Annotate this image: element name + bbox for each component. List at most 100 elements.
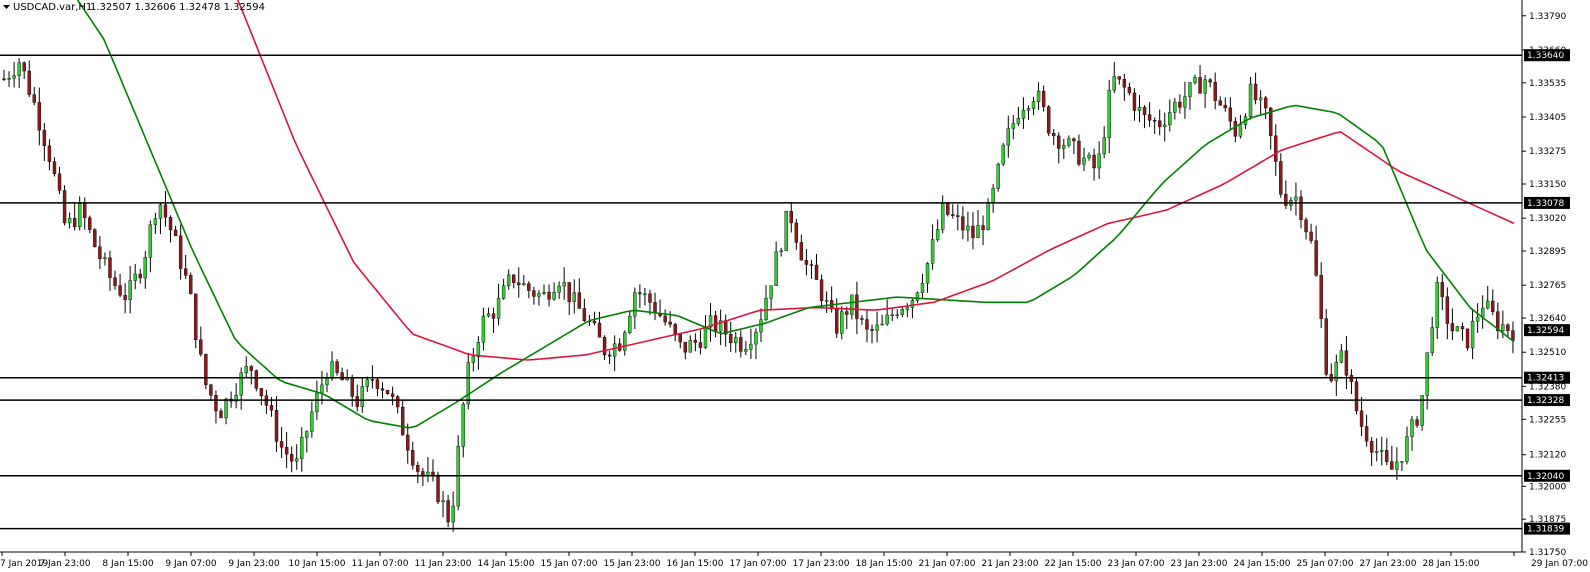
bull-candle	[1067, 138, 1071, 146]
bull-candle	[1021, 109, 1026, 119]
bear-candle	[592, 320, 597, 324]
level-label-box	[1524, 522, 1570, 535]
bull-candle	[875, 324, 879, 331]
bear-candle	[1041, 90, 1046, 108]
bear-candle	[406, 434, 410, 451]
bear-candle	[411, 450, 415, 466]
bear-candle	[380, 388, 385, 391]
bear-candle	[436, 474, 440, 503]
bull-candle	[1425, 352, 1429, 396]
bull-candle	[315, 392, 319, 413]
price-tick-label: 1.32255	[1529, 415, 1566, 425]
bear-candle	[794, 222, 799, 243]
bear-candle	[284, 447, 289, 455]
bear-candle	[62, 190, 67, 224]
bear-candle	[340, 372, 344, 381]
bull-candle	[1087, 154, 1091, 159]
bear-candle	[1314, 240, 1318, 276]
price-tick-label: 1.32640	[1529, 314, 1566, 324]
bull-candle	[552, 292, 556, 300]
bear-candle	[1450, 323, 1455, 332]
bear-candle	[1299, 196, 1303, 221]
bear-candle	[1309, 231, 1313, 241]
level-label: 1.32040	[1527, 472, 1564, 482]
time-tick-label: 29 Jan 07:00	[1531, 559, 1588, 569]
bull-candle	[718, 320, 723, 332]
bull-candle	[1501, 324, 1505, 332]
horizontal-levels: 1.33640 1.33078 1.32413 1.32328 1.32040 1.318…	[0, 49, 1570, 535]
bull-candle	[885, 314, 889, 325]
bull-candle	[1036, 90, 1041, 102]
time-tick-label: 17 Jan 07:00	[730, 559, 787, 569]
bear-candle	[1223, 104, 1227, 109]
bull-candle	[749, 343, 753, 350]
bull-candle	[1486, 300, 1490, 309]
bull-candle	[325, 378, 329, 386]
time-tick-label: 23 Jan 07:00	[1108, 559, 1165, 569]
bull-candle	[1410, 419, 1414, 437]
bear-candle	[971, 225, 975, 239]
price-tick-label: 1.33405	[1529, 113, 1566, 123]
bear-candle	[1092, 154, 1096, 169]
bull-candle	[148, 224, 153, 258]
bull-candle	[986, 202, 990, 230]
price-tick-label: 1.32120	[1529, 451, 1566, 461]
bull-candle	[779, 250, 783, 253]
bull-candle	[1173, 101, 1177, 113]
bull-candle	[466, 362, 470, 405]
bull-candle	[1082, 157, 1086, 165]
bear-candle	[194, 293, 198, 340]
price-tick-label: 1.33660	[1529, 46, 1566, 56]
bull-candle	[824, 300, 829, 302]
bear-candle	[1152, 120, 1157, 122]
bull-candle	[991, 188, 995, 203]
level-label: 1.32413	[1527, 374, 1564, 384]
bull-candle	[1420, 395, 1424, 426]
bull-candle	[1026, 108, 1031, 111]
bull-candle	[128, 280, 132, 300]
bull-candle	[1435, 282, 1439, 328]
bear-candle	[698, 342, 703, 348]
bull-candle	[1405, 436, 1409, 462]
bull-candle	[966, 225, 970, 231]
bull-candle	[537, 293, 541, 297]
time-tick-label: 17 Jan 23:00	[793, 559, 850, 569]
bear-candle	[1198, 77, 1202, 94]
bear-candle	[1274, 135, 1278, 162]
bear-candle	[163, 204, 168, 218]
bear-candle	[491, 313, 496, 319]
bull-candle	[17, 62, 21, 76]
bull-candle	[1475, 316, 1480, 322]
bull-candle	[300, 436, 304, 459]
bull-candle	[77, 203, 82, 227]
time-tick-label: 21 Jan 07:00	[919, 559, 976, 569]
bull-candle	[976, 225, 980, 239]
bear-candle	[416, 465, 420, 472]
collapse-triangle-icon[interactable]	[3, 5, 10, 9]
bear-candle	[274, 410, 279, 442]
bear-candle	[1390, 461, 1394, 470]
bull-candle	[754, 331, 758, 345]
price-tick-label: 1.33535	[1529, 79, 1566, 89]
bull-candle	[1188, 82, 1192, 97]
bear-candle	[845, 311, 849, 315]
bear-candle	[835, 308, 839, 334]
bull-candle	[1258, 97, 1263, 101]
bull-candle	[461, 403, 465, 447]
level-label-box	[1524, 394, 1570, 407]
bull-candle	[930, 239, 935, 264]
bear-candle	[819, 279, 824, 301]
time-tick-label: 10 Jan 15:00	[289, 559, 346, 569]
bear-candle	[1208, 79, 1212, 83]
bear-candle	[1213, 82, 1217, 101]
level-label: 1.31839	[1527, 525, 1564, 535]
bull-candle	[1011, 123, 1016, 129]
bull-candle	[708, 315, 713, 328]
time-tick-label: 9 Jan 23:00	[228, 559, 280, 569]
bear-candle	[254, 370, 259, 389]
bear-candle	[860, 318, 864, 320]
bull-candle	[451, 505, 455, 523]
bear-candle	[739, 337, 743, 352]
bull-candle	[441, 500, 445, 503]
